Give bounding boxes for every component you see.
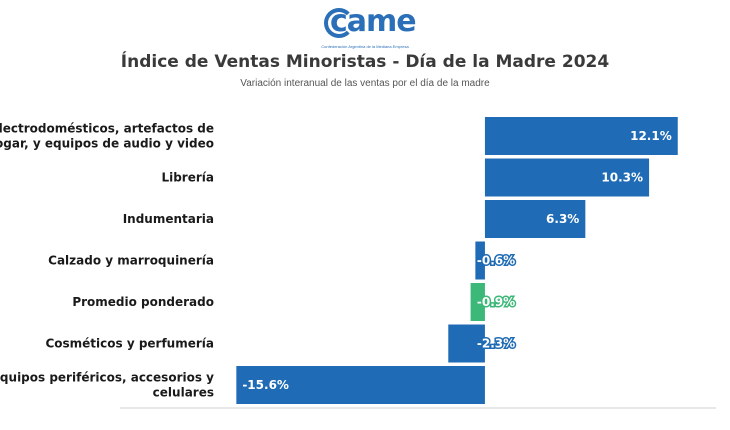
logo-subtitle: Confederación Argentina de la Mediana Em… [321, 44, 409, 49]
value-label-4: -0.9% [477, 295, 515, 309]
bar-5 [448, 324, 485, 363]
category-label-5: Cosméticos y perfumería [45, 337, 214, 351]
value-label-5: -2.3% [477, 337, 515, 351]
category-label-1: Librería [161, 171, 214, 185]
category-label-2: Indumentaria [123, 212, 214, 226]
category-label-0: Electrodomésticos, artefactos de hogar, y… [0, 122, 214, 151]
chart-title: Índice de Ventas Minoristas - Día de la … [120, 52, 610, 72]
value-label-3: -0.6% [477, 254, 515, 268]
category-label-6: Equipos periféricos, accesorios y celular… [0, 371, 214, 400]
logo-ring-icon [324, 8, 354, 38]
bar-6 [236, 366, 485, 404]
category-label-3: Calzado y marroquinería [48, 254, 214, 268]
category-label-4: Promedio ponderado [72, 295, 214, 309]
bar-1 [484, 158, 650, 197]
value-label-0: 12.1% [630, 129, 672, 143]
bar-0 [484, 117, 678, 155]
chart-subtitle: Variación interanual de las ventas por e… [240, 78, 490, 89]
value-label-2: 6.3% [546, 212, 579, 226]
came-logo: came Confederación Argentina de la Media… [300, 4, 430, 52]
bar-4 [470, 283, 485, 321]
bar-2 [484, 200, 586, 238]
logo-wordmark: came [330, 4, 417, 39]
value-label-1: 10.3% [601, 171, 643, 185]
bar-3 [475, 241, 485, 280]
value-label-6: -15.6% [242, 378, 289, 392]
